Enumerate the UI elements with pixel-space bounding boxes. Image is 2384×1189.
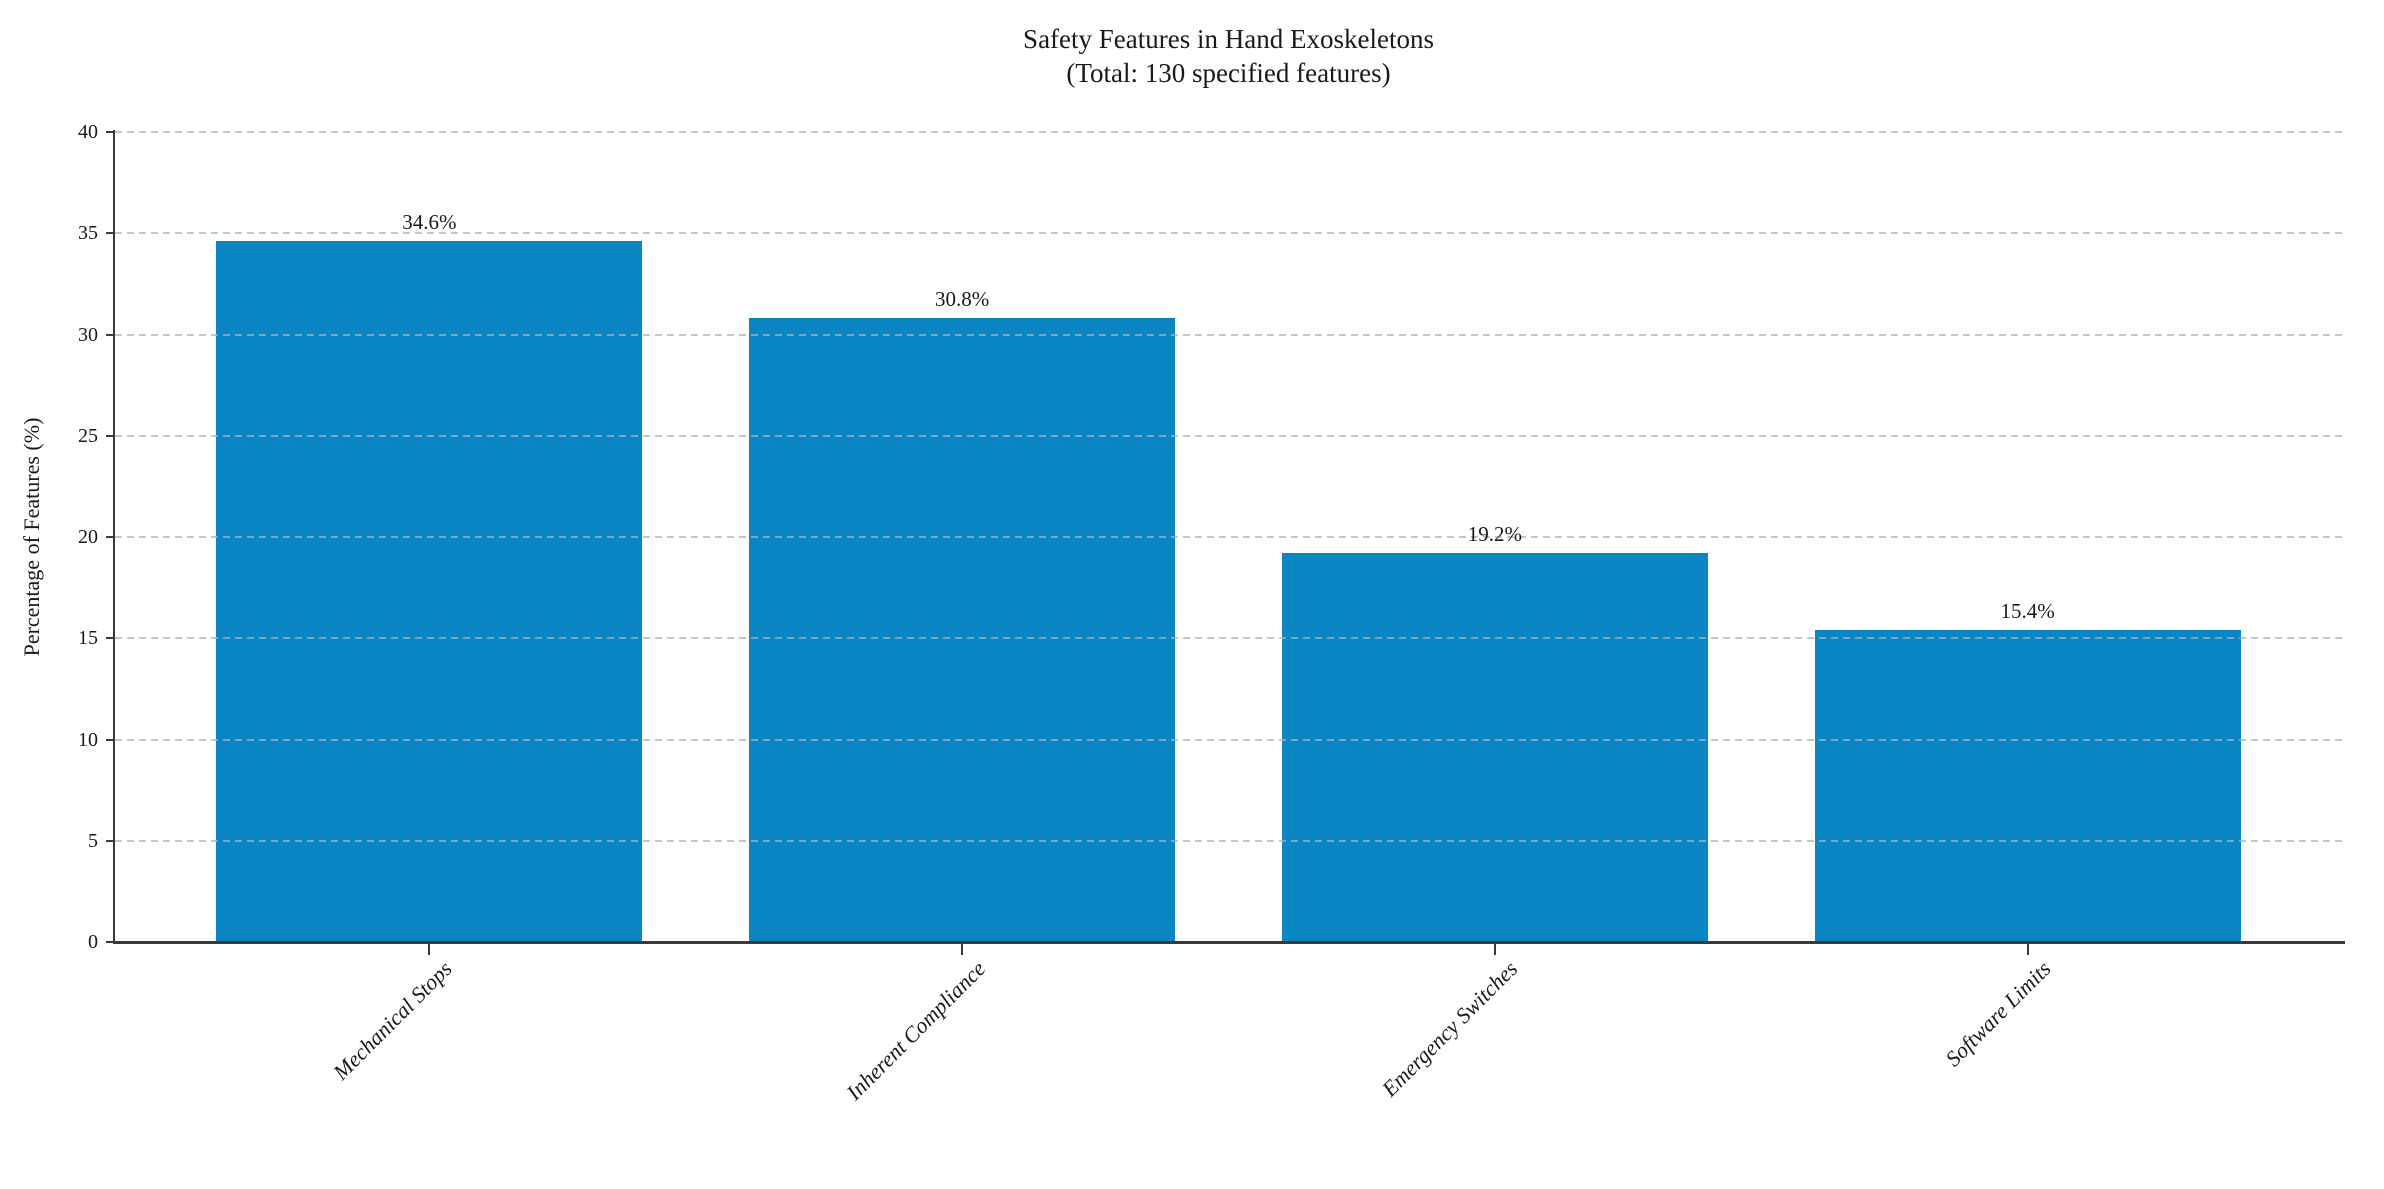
x-tick-label: Inherent Compliance — [840, 956, 990, 1105]
y-gridline — [115, 637, 2342, 640]
x-axis-tick — [961, 944, 964, 955]
y-axis-tick — [106, 637, 115, 640]
y-axis-tick — [106, 434, 115, 437]
bar-value-label: 19.2% — [1467, 522, 1522, 547]
x-tick-label: Emergency Switches — [1377, 956, 1523, 1102]
y-gridline — [115, 131, 2342, 133]
x-axis-tick — [1493, 944, 1496, 955]
x-tick-label: Mechanical Stops — [328, 956, 458, 1085]
y-gridline — [115, 434, 2342, 437]
y-axis-tick — [106, 131, 115, 133]
bar — [749, 318, 1176, 942]
bar — [216, 241, 643, 942]
y-gridline — [115, 738, 2342, 741]
y-tick-label: 30 — [78, 323, 98, 346]
y-tick-label: 5 — [88, 829, 98, 852]
x-tick-label: Software Limits — [1940, 956, 2056, 1072]
y-tick-label: 35 — [78, 222, 98, 245]
y-tick-label: 10 — [78, 728, 98, 751]
y-tick-label: 20 — [78, 526, 98, 548]
chart-title: Safety Features in Hand Exoskeletons (To… — [115, 22, 2342, 90]
chart-title-line1: Safety Features in Hand Exoskeletons — [1023, 24, 1434, 54]
x-axis-tick — [428, 944, 431, 955]
y-axis-tick — [106, 536, 115, 538]
x-axis-tick — [2026, 944, 2029, 955]
y-axis-tick — [106, 941, 115, 943]
y-gridline — [115, 536, 2342, 538]
y-tick-label: 15 — [78, 627, 98, 650]
y-tick-label: 0 — [88, 931, 98, 953]
y-gridline — [115, 232, 2342, 235]
y-gridline — [115, 333, 2342, 336]
chart-title-line2: (Total: 130 specified features) — [1066, 58, 1391, 88]
bar-value-label: 30.8% — [934, 287, 990, 312]
bar — [1814, 630, 2241, 942]
y-axis-tick — [106, 232, 115, 235]
y-tick-label: 40 — [78, 121, 98, 143]
bar-value-label: 15.4% — [2000, 599, 2055, 624]
y-axis-tick — [106, 738, 115, 741]
y-tick-label: 25 — [78, 424, 98, 447]
bar — [1281, 553, 1708, 942]
y-axis-tick — [106, 839, 115, 842]
bar-value-label: 34.6% — [402, 210, 457, 235]
y-gridline — [115, 839, 2342, 842]
y-axis-tick — [106, 333, 115, 336]
x-axis-spine — [113, 941, 2345, 944]
